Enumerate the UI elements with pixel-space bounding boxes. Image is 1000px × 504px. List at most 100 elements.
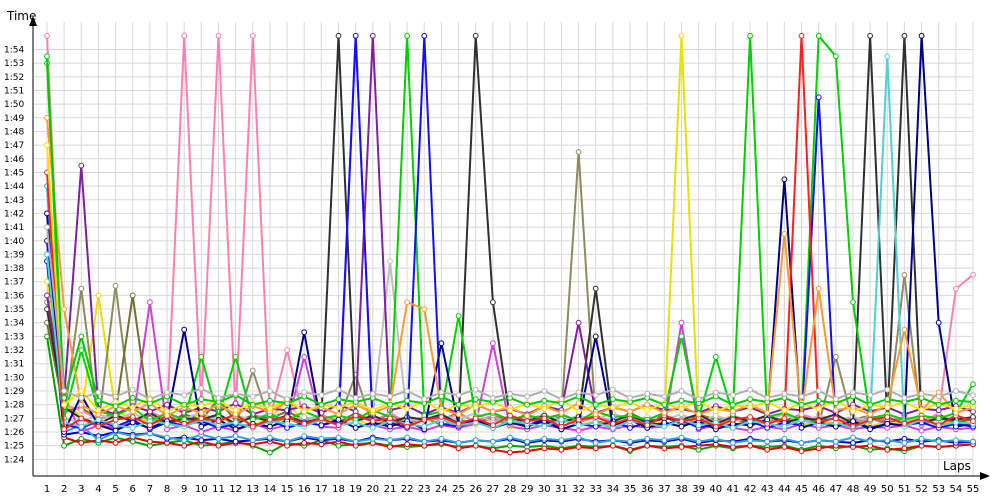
x-tick-label: 53 bbox=[932, 484, 945, 495]
data-point bbox=[935, 415, 942, 422]
data-point bbox=[181, 326, 188, 333]
y-tick-label: 1:44 bbox=[4, 182, 24, 192]
data-point bbox=[404, 434, 411, 441]
data-point bbox=[884, 53, 891, 60]
x-tick-label: 36 bbox=[641, 484, 654, 495]
data-point bbox=[747, 396, 753, 403]
data-point bbox=[249, 367, 256, 374]
y-tick-label: 1:35 bbox=[4, 305, 24, 315]
data-point bbox=[387, 437, 393, 444]
y-tick-label: 1:42 bbox=[4, 209, 24, 219]
data-point bbox=[490, 438, 496, 445]
data-point bbox=[78, 395, 85, 401]
data-point bbox=[644, 422, 651, 429]
data-point bbox=[318, 435, 325, 442]
data-point bbox=[129, 292, 136, 299]
data-point bbox=[832, 354, 839, 360]
data-point bbox=[627, 415, 633, 422]
y-tick-label: 1:32 bbox=[4, 346, 24, 356]
data-point bbox=[524, 448, 530, 455]
data-point bbox=[369, 418, 376, 425]
data-point bbox=[524, 393, 530, 400]
data-point bbox=[301, 408, 308, 415]
data-point bbox=[249, 32, 256, 39]
data-point bbox=[301, 329, 308, 336]
data-point bbox=[369, 407, 376, 414]
data-point bbox=[215, 418, 222, 425]
data-point bbox=[507, 412, 513, 419]
y-tick-label: 1:43 bbox=[4, 196, 24, 206]
data-point bbox=[815, 445, 822, 452]
data-point bbox=[267, 449, 273, 456]
data-point bbox=[147, 396, 153, 403]
y-tick-label: 1:36 bbox=[4, 291, 24, 301]
data-point bbox=[747, 386, 753, 393]
data-point bbox=[678, 319, 685, 326]
x-tick-label: 28 bbox=[504, 484, 517, 495]
data-point bbox=[438, 408, 445, 415]
data-point bbox=[352, 395, 359, 401]
data-point bbox=[575, 434, 582, 441]
data-point bbox=[901, 440, 908, 446]
series-lines bbox=[44, 32, 976, 456]
y-tick-label: 1:39 bbox=[4, 250, 24, 260]
data-point bbox=[267, 434, 273, 441]
data-point bbox=[78, 162, 85, 169]
y-tick-label: 1:28 bbox=[4, 401, 24, 411]
data-point bbox=[558, 416, 565, 423]
data-point bbox=[918, 427, 925, 434]
data-point bbox=[918, 32, 925, 39]
data-point bbox=[781, 231, 788, 237]
data-point bbox=[301, 389, 308, 396]
x-axis-title: Laps bbox=[943, 459, 971, 473]
data-point bbox=[953, 285, 959, 292]
y-tick-label: 1:24 bbox=[4, 455, 24, 465]
data-point bbox=[335, 434, 342, 441]
x-tick-label: 41 bbox=[727, 484, 740, 495]
x-tick-label: 40 bbox=[709, 484, 722, 495]
data-point bbox=[95, 437, 102, 444]
data-point bbox=[644, 435, 651, 442]
data-point bbox=[472, 415, 479, 422]
data-point bbox=[798, 440, 805, 446]
data-point bbox=[404, 32, 411, 39]
data-point bbox=[129, 395, 136, 401]
data-point bbox=[335, 422, 342, 429]
y-tick-label: 1:47 bbox=[4, 141, 24, 151]
data-point bbox=[541, 415, 548, 422]
data-point bbox=[455, 411, 462, 418]
data-point bbox=[267, 397, 273, 404]
data-point bbox=[798, 416, 805, 423]
data-point bbox=[867, 32, 873, 39]
data-point bbox=[884, 404, 891, 411]
data-point bbox=[730, 408, 736, 415]
x-tick-label: 51 bbox=[898, 484, 911, 495]
data-point bbox=[610, 386, 616, 393]
data-point bbox=[644, 390, 651, 397]
x-tick-label: 20 bbox=[366, 484, 379, 495]
data-point bbox=[764, 420, 771, 427]
data-point bbox=[850, 434, 856, 441]
data-point bbox=[781, 415, 788, 422]
data-point bbox=[112, 282, 119, 289]
data-point bbox=[44, 32, 50, 39]
data-point bbox=[901, 32, 908, 39]
data-point bbox=[44, 142, 50, 149]
x-tick-label: 1 bbox=[44, 484, 50, 495]
x-tick-label: 21 bbox=[384, 484, 397, 495]
data-point bbox=[249, 393, 256, 400]
y-tick-label: 1:41 bbox=[4, 223, 24, 233]
data-point bbox=[850, 408, 856, 415]
data-point bbox=[78, 440, 85, 446]
data-point bbox=[215, 435, 222, 442]
data-point bbox=[884, 396, 891, 403]
data-point bbox=[455, 420, 462, 427]
data-point bbox=[764, 410, 771, 416]
data-point bbox=[78, 401, 85, 408]
data-point bbox=[129, 404, 136, 411]
data-point bbox=[627, 438, 633, 445]
x-tick-label: 34 bbox=[607, 484, 620, 495]
data-point bbox=[781, 407, 788, 414]
x-tick-label: 47 bbox=[829, 484, 842, 495]
data-point bbox=[301, 433, 308, 440]
